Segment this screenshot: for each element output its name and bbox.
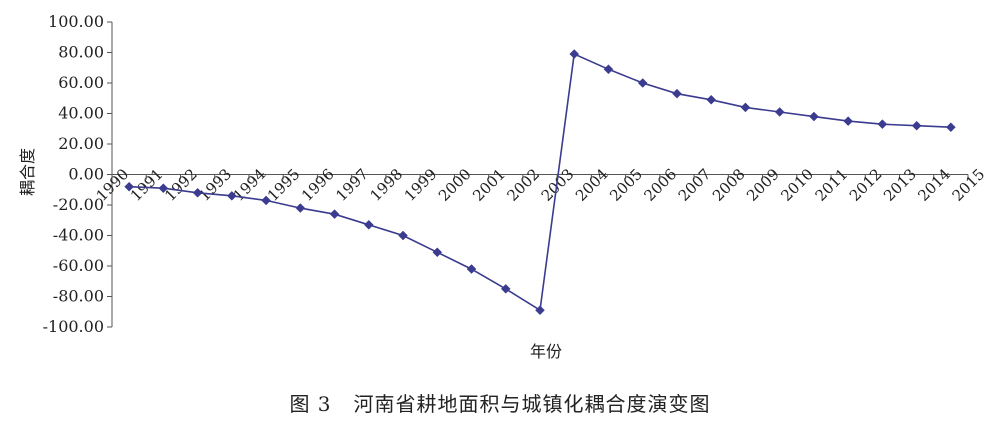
y-tick-label: 100.00 [48, 12, 104, 31]
data-point-marker [398, 230, 408, 241]
data-point-marker [535, 305, 545, 316]
figure-number: 图 3 [289, 392, 332, 416]
data-point-marker [603, 64, 614, 75]
y-tick-label: 20.00 [58, 134, 104, 153]
x-tick-label: 1993 [195, 165, 235, 205]
x-tick-label: 1992 [161, 165, 201, 205]
data-point-marker [261, 195, 271, 206]
x-tick-label: 1997 [332, 165, 372, 205]
data-point-marker [124, 181, 134, 192]
y-axis: 100.00 80.00 60.00 40.00 20.00 0.00 -20.00 -40.… [43, 12, 113, 336]
figure-caption-text: 河南省耕地面积与城镇化耦合度演变图 [353, 392, 711, 416]
data-point-marker [877, 119, 888, 130]
data-point-marker [363, 219, 374, 230]
figure-caption: 图 3 河南省耕地面积与城镇化耦合度演变图 [0, 388, 1000, 417]
data-point-marker [192, 187, 203, 198]
data-point-marker [226, 190, 237, 201]
y-tick-label: -20.00 [53, 195, 104, 214]
coupling-degree-line-chart: 100.00 80.00 60.00 40.00 20.00 0.00 -20.00 -40.… [18, 12, 989, 361]
x-tick-label: 2014 [914, 165, 954, 205]
x-tick-label: 2015 [949, 165, 989, 205]
data-point-marker [843, 116, 854, 126]
data-point-marker [295, 203, 306, 213]
x-tick-label: 2000 [435, 165, 475, 205]
data-point-marker [466, 264, 477, 274]
y-tick-label: 80.00 [58, 43, 104, 62]
x-tick-label: 2010 [777, 165, 817, 205]
data-point-marker [672, 88, 682, 99]
y-tick-label: 60.00 [58, 73, 104, 92]
series-layer [124, 49, 956, 316]
y-tick-label: -80.00 [53, 287, 104, 306]
data-point-marker [637, 78, 648, 88]
x-tick-label: 2005 [606, 165, 646, 205]
data-point-marker [158, 183, 169, 194]
y-tick-label: 40.00 [58, 104, 104, 123]
data-point-marker [740, 102, 751, 113]
y-tick-label: 0.00 [68, 165, 104, 184]
x-tick-label: 2008 [709, 165, 749, 205]
x-tick-label: 1999 [401, 165, 441, 205]
data-point-marker [911, 120, 922, 131]
x-tick-label: 1995 [264, 165, 304, 205]
data-point-marker [500, 284, 511, 294]
x-tick-label: 2006 [640, 165, 680, 205]
x-tick-label: 2001 [469, 165, 509, 205]
data-point-marker [774, 107, 785, 117]
x-axis-title: 年份 [530, 342, 562, 361]
x-tick-label: 2007 [675, 165, 715, 205]
x-axis: 1990199119921993199419951996199719981999… [93, 165, 989, 205]
data-point-marker [569, 49, 580, 59]
data-point-marker [329, 209, 340, 220]
data-point-marker [706, 94, 717, 105]
x-tick-label: 2012 [846, 165, 886, 205]
data-point-marker [809, 111, 819, 122]
data-point-marker [432, 247, 443, 258]
y-axis-title: 耦合度 [18, 148, 37, 196]
x-tick-label: 2011 [812, 165, 852, 205]
y-tick-label: -100.00 [43, 317, 104, 336]
x-tick-label: 2003 [538, 165, 578, 205]
x-tick-label: 1996 [298, 165, 338, 205]
x-tick-label: 2002 [503, 165, 543, 205]
data-point-marker [946, 122, 956, 133]
x-tick-label: 2004 [572, 165, 612, 205]
y-tick-label: -60.00 [53, 256, 104, 275]
x-tick-label: 2013 [880, 165, 920, 205]
x-tick-label: 1998 [367, 165, 407, 205]
x-tick-label: 2009 [743, 165, 783, 205]
y-tick-label: -40.00 [53, 226, 104, 245]
x-tick-label: 1991 [127, 165, 167, 205]
